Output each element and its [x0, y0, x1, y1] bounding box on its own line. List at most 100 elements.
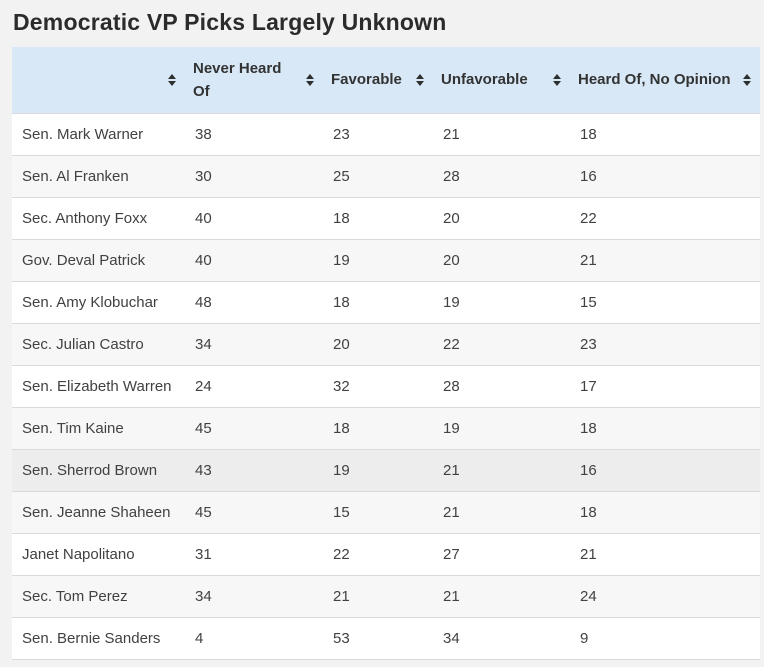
column-header-never-heard-of[interactable]: Never Heard Of: [185, 47, 323, 113]
heard-of-no-opinion-cell: 18: [570, 406, 760, 449]
table-row-jeanne-shaheen: Sen. Jeanne Shaheen 45 15 21 18: [12, 490, 760, 533]
column-header-favorable[interactable]: Favorable: [323, 47, 433, 113]
candidate-name-cell: Sen. Amy Klobuchar: [12, 280, 185, 323]
unfavorable-cell: 19: [433, 406, 570, 449]
never-heard-of-cell: 34: [185, 322, 323, 365]
never-heard-of-cell: 34: [185, 574, 323, 617]
sort-up-icon: [168, 73, 176, 79]
favorable-cell: 19: [323, 238, 433, 281]
unfavorable-cell: 20: [433, 196, 570, 239]
table-body: Sen. Mark Warner 38 23 21 18 Sen. Al Fra…: [12, 112, 760, 660]
sort-up-icon: [306, 73, 314, 79]
column-header-candidate[interactable]: [12, 47, 185, 113]
heard-of-no-opinion-cell: 16: [570, 154, 760, 197]
candidate-name-cell: Sen. Elizabeth Warren: [12, 364, 185, 407]
column-header-unfavorable[interactable]: Unfavorable: [433, 47, 570, 113]
sort-arrows-icon[interactable]: [168, 73, 176, 86]
sort-down-icon: [553, 80, 561, 86]
table-row-deval-patrick: Gov. Deval Patrick 40 19 20 21: [12, 238, 760, 281]
column-header-inner: Unfavorable: [433, 47, 570, 113]
candidate-name-cell: Janet Napolitano: [12, 532, 185, 575]
favorable-cell: 18: [323, 280, 433, 323]
unfavorable-cell: 28: [433, 154, 570, 197]
never-heard-of-cell: 30: [185, 154, 323, 197]
never-heard-of-cell: 45: [185, 490, 323, 533]
sort-arrows-icon[interactable]: [553, 73, 561, 86]
heard-of-no-opinion-cell: 9: [570, 616, 760, 660]
unfavorable-cell: 27: [433, 532, 570, 575]
never-heard-of-cell: 24: [185, 364, 323, 407]
heard-of-no-opinion-cell: 15: [570, 280, 760, 323]
unfavorable-cell: 21: [433, 448, 570, 491]
never-heard-of-cell: 31: [185, 532, 323, 575]
table-row-tim-kaine: Sen. Tim Kaine 45 18 19 18: [12, 406, 760, 449]
column-header-inner: Favorable: [323, 47, 433, 113]
unfavorable-cell: 19: [433, 280, 570, 323]
never-heard-of-cell: 48: [185, 280, 323, 323]
column-header-inner: [12, 47, 185, 113]
column-header-heard-of-no-opinion[interactable]: Heard Of, No Opinion: [570, 47, 760, 113]
candidate-name-cell: Sen. Mark Warner: [12, 112, 185, 155]
heard-of-no-opinion-cell: 21: [570, 532, 760, 575]
candidate-name-cell: Sen. Bernie Sanders: [12, 616, 185, 660]
table-row-amy-klobuchar: Sen. Amy Klobuchar 48 18 19 15: [12, 280, 760, 323]
unfavorable-cell: 21: [433, 490, 570, 533]
table-row-bernie-sanders: Sen. Bernie Sanders 4 53 34 9: [12, 616, 760, 660]
favorable-cell: 53: [323, 616, 433, 660]
favorable-cell: 21: [323, 574, 433, 617]
candidate-name-cell: Sen. Sherrod Brown: [12, 448, 185, 491]
candidate-name-cell: Sen. Al Franken: [12, 154, 185, 197]
favorable-cell: 19: [323, 448, 433, 491]
sort-down-icon: [743, 80, 751, 86]
sort-arrows-icon[interactable]: [743, 73, 751, 86]
table-header: Never Heard Of Favorable Unfavorable: [12, 47, 760, 113]
candidate-name-cell: Sen. Tim Kaine: [12, 406, 185, 449]
favorable-cell: 20: [323, 322, 433, 365]
sort-down-icon: [168, 80, 176, 86]
table-row-elizabeth-warren: Sen. Elizabeth Warren 24 32 28 17: [12, 364, 760, 407]
vp-table-container: Never Heard Of Favorable Unfavorable: [12, 47, 760, 660]
unfavorable-cell: 34: [433, 616, 570, 660]
table-row-tom-perez: Sec. Tom Perez 34 21 21 24: [12, 574, 760, 617]
heard-of-no-opinion-cell: 17: [570, 364, 760, 407]
unfavorable-cell: 21: [433, 112, 570, 155]
favorable-cell: 25: [323, 154, 433, 197]
unfavorable-cell: 20: [433, 238, 570, 281]
never-heard-of-cell: 45: [185, 406, 323, 449]
sort-arrows-icon[interactable]: [416, 73, 424, 86]
sort-arrows-icon[interactable]: [306, 73, 314, 86]
sort-up-icon: [743, 73, 751, 79]
sort-up-icon: [553, 73, 561, 79]
favorable-cell: 22: [323, 532, 433, 575]
never-heard-of-cell: 40: [185, 196, 323, 239]
table-row-sherrod-brown: Sen. Sherrod Brown 43 19 21 16: [12, 448, 760, 491]
favorable-cell: 18: [323, 406, 433, 449]
column-header-label: Never Heard Of: [193, 59, 282, 100]
table-row-al-franken: Sen. Al Franken 30 25 28 16: [12, 154, 760, 197]
candidate-name-cell: Sec. Anthony Foxx: [12, 196, 185, 239]
candidate-name-cell: Gov. Deval Patrick: [12, 238, 185, 281]
column-header-label: Favorable: [331, 71, 402, 89]
sort-down-icon: [416, 80, 424, 86]
never-heard-of-cell: 38: [185, 112, 323, 155]
table-header-row: Never Heard Of Favorable Unfavorable: [12, 47, 760, 113]
unfavorable-cell: 28: [433, 364, 570, 407]
heard-of-no-opinion-cell: 18: [570, 490, 760, 533]
never-heard-of-cell: 43: [185, 448, 323, 491]
heard-of-no-opinion-cell: 21: [570, 238, 760, 281]
candidate-name-cell: Sec. Julian Castro: [12, 322, 185, 365]
heard-of-no-opinion-cell: 24: [570, 574, 760, 617]
column-header-inner: Heard Of, No Opinion: [570, 47, 760, 113]
favorable-cell: 32: [323, 364, 433, 407]
table-row-janet-napolitano: Janet Napolitano 31 22 27 21: [12, 532, 760, 575]
favorable-cell: 23: [323, 112, 433, 155]
candidate-name-cell: Sen. Jeanne Shaheen: [12, 490, 185, 533]
sort-up-icon: [416, 73, 424, 79]
heard-of-no-opinion-cell: 18: [570, 112, 760, 155]
unfavorable-cell: 22: [433, 322, 570, 365]
unfavorable-cell: 21: [433, 574, 570, 617]
table-row-mark-warner: Sen. Mark Warner 38 23 21 18: [12, 112, 760, 155]
vp-table: Never Heard Of Favorable Unfavorable: [12, 47, 760, 660]
column-header-label: Unfavorable: [441, 71, 528, 89]
